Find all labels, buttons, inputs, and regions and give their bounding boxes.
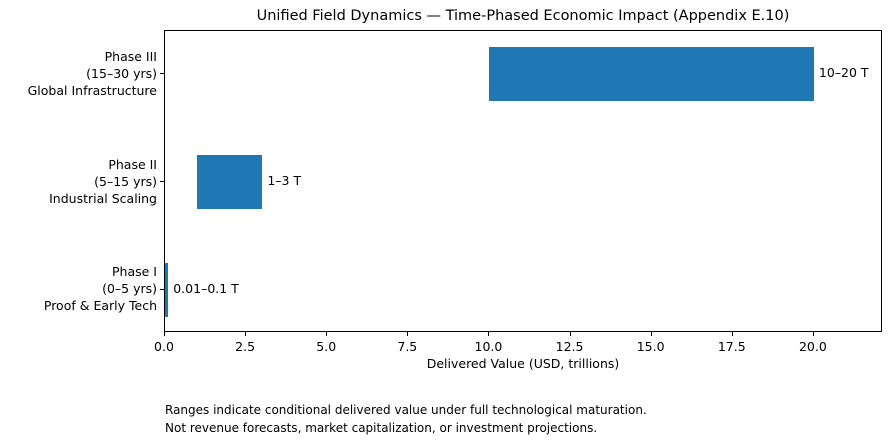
footnote-line-2: Not revenue forecasts, market capitaliza…	[165, 421, 598, 435]
y-tick-label-line: Industrial Scaling	[49, 190, 157, 206]
plot-area	[164, 30, 882, 332]
x-tick-label: 20.0	[798, 339, 827, 354]
x-axis-label: Delivered Value (USD, trillions)	[426, 356, 620, 371]
y-tick-label-line: Global Infrastructure	[27, 82, 157, 98]
bar-1	[489, 47, 814, 102]
y-tick-mark	[160, 181, 164, 182]
x-tick-label: 5.0	[316, 339, 337, 354]
x-tick-mark	[164, 332, 165, 336]
x-tick-label: 7.5	[397, 339, 418, 354]
bar-2	[197, 155, 263, 209]
x-tick-mark	[407, 332, 409, 336]
bar-3	[165, 262, 169, 317]
bar-value-label: 0.01–0.1 T	[173, 280, 239, 296]
y-tick-label-line: (15–30 yrs)	[86, 65, 157, 81]
y-tick-label-line: (0–5 yrs)	[102, 281, 157, 297]
y-tick-mark	[160, 288, 164, 290]
y-tick-label-line: Phase II	[108, 156, 157, 172]
x-tick-mark	[569, 332, 571, 336]
y-tick-label-line: Phase I	[112, 264, 157, 280]
x-tick-label: 17.5	[717, 339, 746, 354]
x-tick-label: 10.0	[474, 339, 503, 354]
y-tick-label-line: Phase III	[104, 48, 157, 64]
x-tick-mark	[812, 332, 814, 336]
x-tick-mark	[326, 332, 328, 336]
bar-value-label: 1–3 T	[267, 173, 302, 188]
x-tick-mark	[650, 332, 652, 336]
y-tick-label-line: (5–15 yrs)	[94, 173, 157, 189]
x-tick-label: 0.0	[154, 339, 174, 354]
x-tick-mark	[731, 332, 733, 336]
x-tick-label: 2.5	[235, 339, 256, 354]
x-tick-label: 12.5	[555, 339, 584, 354]
footnote-line-1: Ranges indicate conditional delivered va…	[165, 403, 647, 417]
y-tick-label-line: Proof & Early Tech	[43, 298, 157, 314]
bar-value-label: 10–20 T	[818, 65, 869, 81]
x-tick-label: 15.0	[636, 339, 665, 354]
x-tick-mark	[245, 332, 247, 336]
y-tick-label: Phase II (5–15 yrs) Industrial Scaling	[0, 156, 157, 207]
y-tick-mark	[160, 73, 164, 75]
chart-title: Unified Field Dynamics — Time-Phased Eco…	[256, 8, 790, 24]
y-tick-label: Phase III (15–30 yrs) Global Infrastructur…	[0, 48, 157, 99]
x-tick-mark	[488, 332, 490, 336]
y-tick-label: Phase I (0–5 yrs) Proof & Early Tech	[0, 263, 157, 314]
footnote: Ranges indicate conditional delivered va…	[165, 401, 647, 437]
